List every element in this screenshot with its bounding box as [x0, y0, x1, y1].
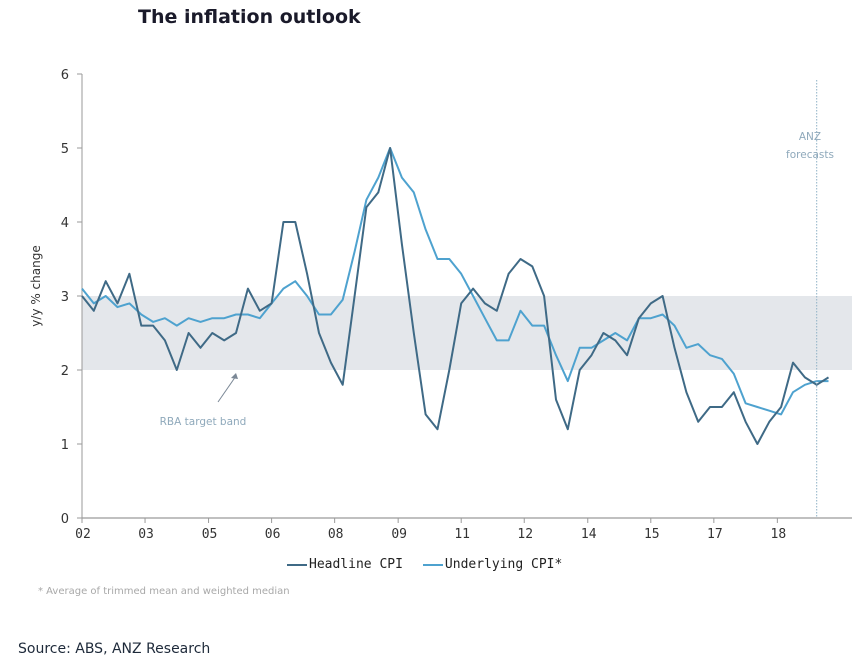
y-tick-label: 2 [61, 364, 69, 379]
legend: Headline CPI Underlying CPI* [287, 557, 562, 572]
x-tick-label: 14 [581, 527, 597, 542]
forecast-label-line1: ANZ [799, 131, 821, 143]
target-band [82, 296, 852, 370]
x-tick-label: 03 [138, 527, 154, 542]
band-annotation-label: RBA target band [160, 416, 247, 428]
y-tick-label: 0 [61, 512, 69, 527]
x-tick-label: 15 [644, 527, 660, 542]
x-tick-label: 18 [771, 527, 787, 542]
legend-item-underlying: Underlying CPI* [422, 557, 563, 572]
y-tick-label: 6 [61, 68, 69, 83]
legend-swatch-underlying [422, 563, 443, 566]
y-tick-label: 4 [61, 216, 69, 231]
legend-label-underlying: Underlying CPI* [444, 557, 563, 572]
series-line-underlying [81, 147, 829, 416]
y-axis-label: y/y % change [29, 245, 43, 326]
source-note: Source: ABS, ANZ Research [18, 641, 211, 657]
x-tick-label: 09 [391, 527, 407, 542]
y-tick-label: 5 [61, 142, 69, 157]
x-tick-label: 02 [75, 527, 91, 542]
series-line-headline [81, 147, 830, 445]
x-tick-label: 11 [454, 527, 470, 542]
x-tick-label: 05 [202, 527, 218, 542]
chart-title: The inflation outlook [138, 6, 361, 28]
y-tick-label: 1 [61, 438, 69, 453]
x-tick-label: 08 [328, 527, 344, 542]
x-tick-label: 06 [265, 527, 281, 542]
legend-label-headline: Headline CPI [309, 557, 403, 572]
forecast-label-line2: forecasts [786, 149, 834, 161]
footnote: * Average of trimmed mean and weighted m… [38, 586, 290, 597]
band-arrow-head [231, 373, 238, 379]
legend-swatch-headline [287, 563, 307, 566]
x-tick-label: 12 [517, 527, 533, 542]
y-tick-label: 3 [61, 290, 69, 305]
x-tick-label: 17 [707, 527, 723, 542]
legend-item-headline: Headline CPI [287, 557, 403, 572]
band-arrow-line [217, 375, 237, 403]
